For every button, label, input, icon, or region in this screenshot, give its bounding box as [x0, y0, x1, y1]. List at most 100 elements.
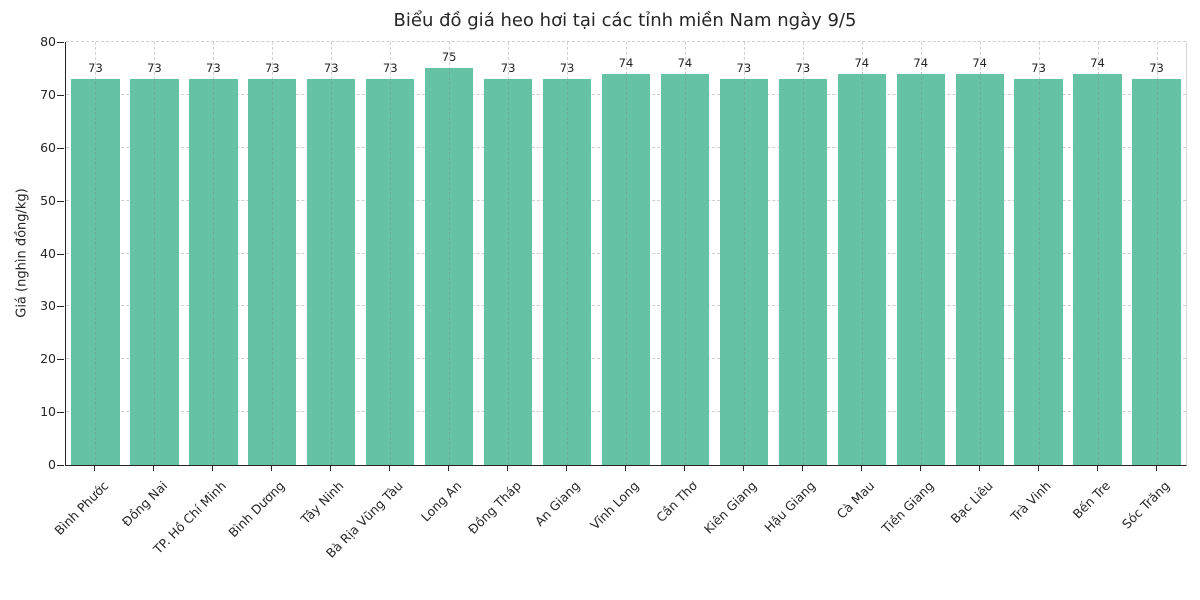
x-tick-label: Hậu Giang: [761, 478, 819, 536]
bar-value-label: 73: [1149, 61, 1164, 76]
bar-value-label: 73: [323, 61, 339, 76]
x-tick-label: Bình Phước: [51, 478, 112, 538]
bar-value-label: 73: [264, 61, 280, 76]
y-tick-mark: [57, 465, 64, 466]
x-gridline: [1097, 42, 1099, 465]
x-gridline: [684, 42, 686, 465]
x-tick-mark: [212, 466, 214, 471]
x-tick-mark: [448, 466, 450, 471]
y-tick-mark: [57, 412, 64, 414]
bar: [719, 79, 769, 465]
bar-value-label: 74: [972, 55, 987, 70]
x-gridline: [920, 42, 922, 465]
x-tick-mark: [860, 466, 862, 471]
x-gridline: [272, 42, 274, 465]
bar: [366, 79, 415, 465]
x-gridline: [802, 42, 804, 465]
x-gridline: [1156, 42, 1158, 465]
x-tick-label: Tiền Giang: [878, 478, 937, 536]
x-tick-label: Trà Vinh: [1008, 478, 1055, 525]
bar-value-label: 73: [736, 61, 752, 76]
x-tick-mark: [625, 466, 626, 471]
bar-value-label: 75: [441, 50, 457, 65]
x-tick-label: Bạc Liêu: [947, 478, 996, 527]
x-tick-label: Bình Dương: [225, 478, 288, 541]
x-tick-label: Đồng Nai: [118, 478, 171, 530]
x-tick-mark: [1155, 466, 1157, 471]
bar: [1132, 79, 1181, 465]
x-tick-mark: [801, 466, 803, 471]
y-tick-mark: [57, 306, 64, 308]
y-tick-mark: [57, 359, 64, 361]
x-axis: Bình Phước Đồng Nai TP. Hồ Chí Minh Bình Dư…: [51, 466, 1185, 596]
bar: [71, 79, 120, 465]
x-tick-mark: [271, 466, 273, 471]
bar-value-label: 74: [677, 55, 693, 70]
y-tick-label: 70: [40, 86, 56, 102]
y-gridline: [66, 41, 1186, 42]
x-gridline: [213, 42, 215, 465]
bar: [130, 79, 179, 465]
y-tick-label: 20: [40, 351, 56, 367]
bar: [778, 79, 827, 465]
bar-value-label: 73: [147, 61, 162, 76]
y-axis-label: Giá (nghìn đồng/kg): [14, 188, 30, 318]
x-gridline: [626, 42, 627, 465]
bar: [601, 73, 651, 465]
x-tick-mark: [742, 466, 744, 471]
y-tick-mark: [57, 42, 64, 43]
x-tick-mark: [683, 466, 685, 471]
bar-value-label: 73: [382, 61, 398, 76]
bar-value-label: 74: [1090, 55, 1105, 70]
x-gridline: [979, 42, 981, 465]
x-tick-label: An Giang: [531, 478, 583, 530]
x-gridline: [154, 42, 156, 465]
x-tick-mark: [978, 466, 980, 471]
bar: [248, 79, 297, 465]
x-tick-mark: [566, 466, 568, 471]
bar-value-label: 74: [618, 55, 634, 70]
y-tick-label: 60: [40, 139, 56, 155]
bar-value-label: 73: [795, 61, 811, 76]
x-tick-label: Vĩnh Long: [587, 478, 642, 533]
bar-value-label: 73: [500, 61, 516, 76]
x-gridline: [390, 42, 392, 465]
x-gridline: [331, 42, 333, 465]
bar-value-label: 73: [88, 61, 103, 76]
x-tick-mark: [919, 466, 921, 471]
bar-value-label: 74: [913, 55, 929, 70]
x-tick-mark: [330, 466, 332, 471]
x-tick-mark: [389, 466, 391, 471]
x-tick-mark: [153, 466, 155, 471]
bar-value-label: 74: [854, 55, 870, 70]
x-gridline: [743, 42, 745, 465]
bar-value-label: 73: [206, 61, 221, 76]
x-gridline: [567, 42, 569, 465]
plot-area: 73 73 73 73 73 73 75 73 73 74 74 73 73 74 74 74 73 74 73: [65, 41, 1187, 466]
x-gridline: [508, 42, 510, 465]
x-tick-label: Tây Ninh: [298, 478, 347, 527]
bar: [189, 79, 238, 465]
x-tick-label: Đồng Tháp: [464, 478, 524, 537]
x-tick-mark: [1037, 466, 1039, 471]
y-tick-mark: [57, 200, 64, 202]
x-gridline: [449, 42, 451, 465]
x-tick-label: Sóc Trăng: [1118, 478, 1173, 532]
bar: [955, 73, 1004, 465]
y-tick-label: 0: [48, 457, 56, 472]
y-tick-mark: [57, 94, 64, 96]
x-tick-mark: [1096, 466, 1098, 471]
y-tick-mark: [57, 147, 64, 149]
bar: [896, 73, 945, 465]
bar: [837, 73, 886, 465]
x-gridline: [95, 42, 97, 465]
y-tick-mark: [57, 253, 64, 255]
chart-title: Biểu đồ giá heo hơi tại các tỉnh miền Na…: [393, 10, 857, 31]
x-tick-label: Bến Tre: [1069, 478, 1114, 522]
x-tick-label: Cần Thơ: [653, 478, 701, 526]
x-gridline: [1038, 42, 1040, 465]
x-tick-label: Long An: [418, 478, 465, 525]
x-tick-mark: [507, 466, 509, 471]
bar: [483, 79, 533, 465]
